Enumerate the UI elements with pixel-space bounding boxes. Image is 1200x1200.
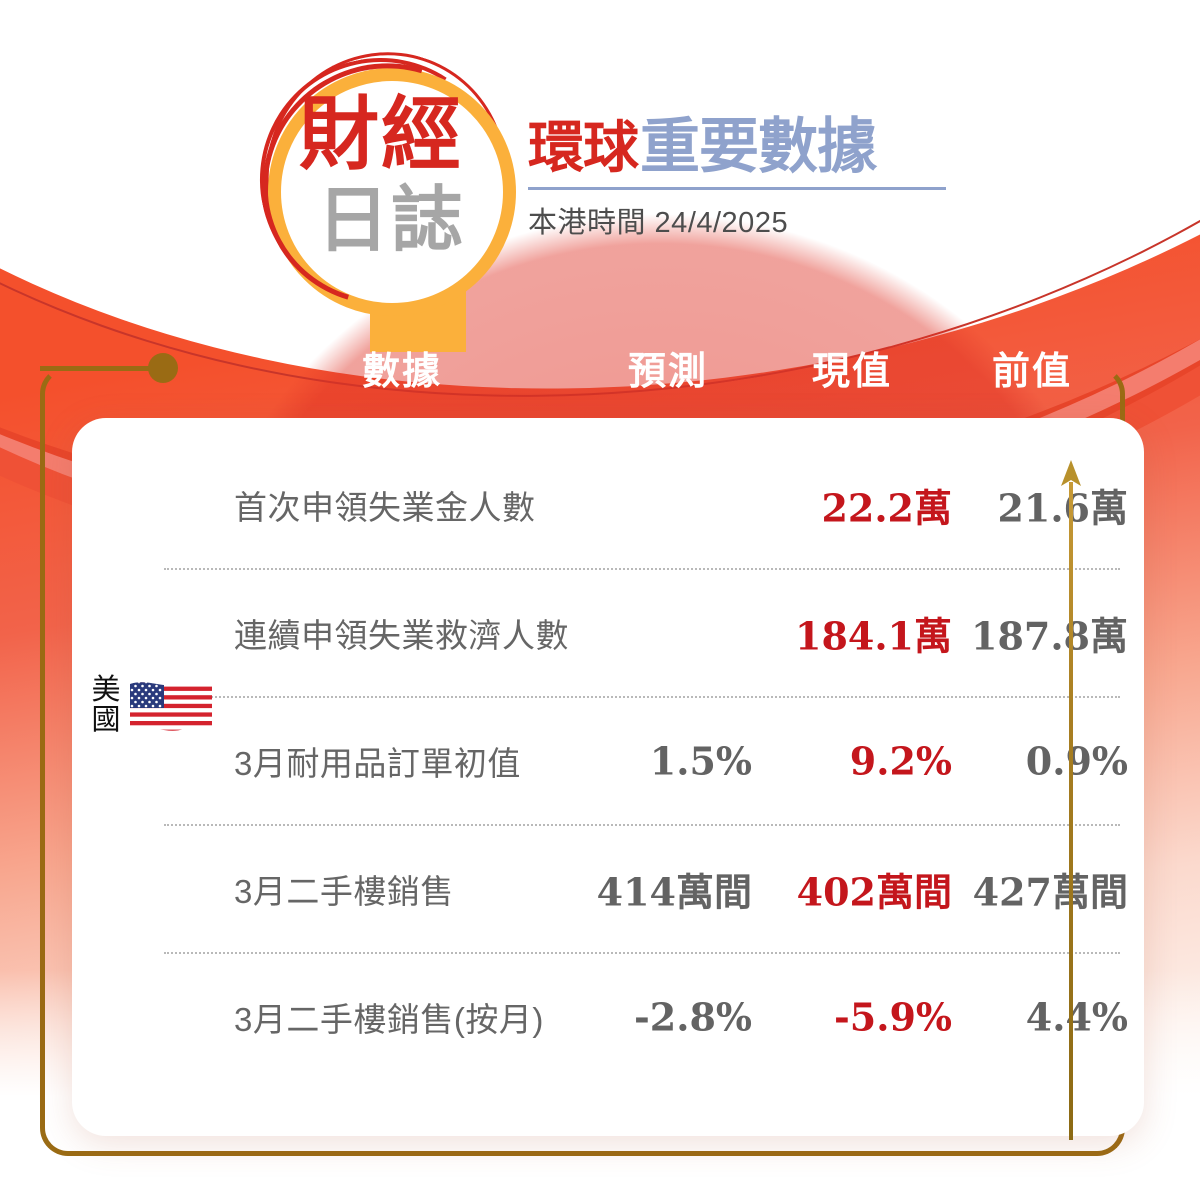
logo-title-primary: 財經 [299,87,463,181]
country-name-label: 美 國 [90,674,122,736]
country-name-line-1: 美 [91,674,121,706]
table-column-headers: 數據 預測 現值 前值 [0,340,1200,400]
brand-logo: 財經 日誌 [220,20,550,352]
frame-dot [148,353,178,383]
table-row[interactable]: 連續申領失業救濟人數 184.1萬 187.8萬 [72,576,1144,690]
header-subtitle-datetime: 本港時間 24/4/2025 [528,207,789,239]
table-row[interactable]: 3月二手樓銷售(按月) -2.8% -5.9% 4.4% [72,960,1144,1074]
row-divider [164,568,1120,570]
header-title-block: 環球 重要數據 本港時間 24/4/2025 [528,98,998,241]
row-metric-label: 3月二手樓銷售(按月) [234,1001,544,1038]
row-metric-label: 3月耐用品訂單初值 [234,745,521,782]
row-previous-value: 427萬間 [972,869,1128,915]
row-current-value: 402萬間 [796,869,952,915]
row-forecast-value: 1.5% [649,738,752,784]
row-divider [164,696,1120,698]
row-current-value: -5.9% [834,994,952,1040]
row-metric-label: 3月二手樓銷售 [234,873,454,910]
column-header-forecast: 預測 [628,348,709,393]
row-divider [164,824,1120,826]
row-metric-label: 首次申領失業金人數 [234,489,536,526]
arrow-up-icon [1060,460,1082,1140]
table-row[interactable]: 3月二手樓銷售 414萬間 402萬間 427萬間 [72,832,1144,946]
row-forecast-value: -2.8% [634,994,752,1040]
column-header-current: 現值 [812,348,893,393]
gold-frame-top-stub [40,366,162,371]
header-title-blue: 重要數據 [640,112,877,182]
column-header-previous: 前值 [992,348,1073,393]
row-current-value: 9.2% [849,738,952,784]
row-forecast-value: 414萬間 [596,869,752,915]
country-group: 美 國 [90,674,214,736]
header-title-line: 環球 重要數據 [528,98,998,185]
us-flag-icon [128,678,214,734]
header-title-red: 環球 [528,115,639,181]
row-previous-value: 4.4% [1025,994,1128,1040]
column-header-metric: 數據 [362,348,443,393]
row-current-value: 184.1萬 [795,613,952,659]
table-row[interactable]: 首次申領失業金人數 22.2萬 21.6萬 [72,448,1144,562]
data-card [72,418,1144,1136]
country-name-line-2: 國 [91,703,121,736]
data-table: 首次申領失業金人數 22.2萬 21.6萬 連續申領失業救濟人數 184.1萬 … [72,418,1144,1136]
row-metric-label: 連續申領失業救濟人數 [234,617,569,654]
row-previous-value: 21.6萬 [997,485,1128,531]
row-current-value: 22.2萬 [821,485,952,531]
logo-title-secondary: 日誌 [316,177,465,262]
table-row[interactable]: 3月耐用品訂單初值 1.5% 9.2% 0.9% [72,704,1144,818]
header-title-underline [528,187,946,190]
row-previous-value: 187.8萬 [971,613,1128,659]
row-divider [164,952,1120,954]
row-previous-value: 0.9% [1025,738,1128,784]
